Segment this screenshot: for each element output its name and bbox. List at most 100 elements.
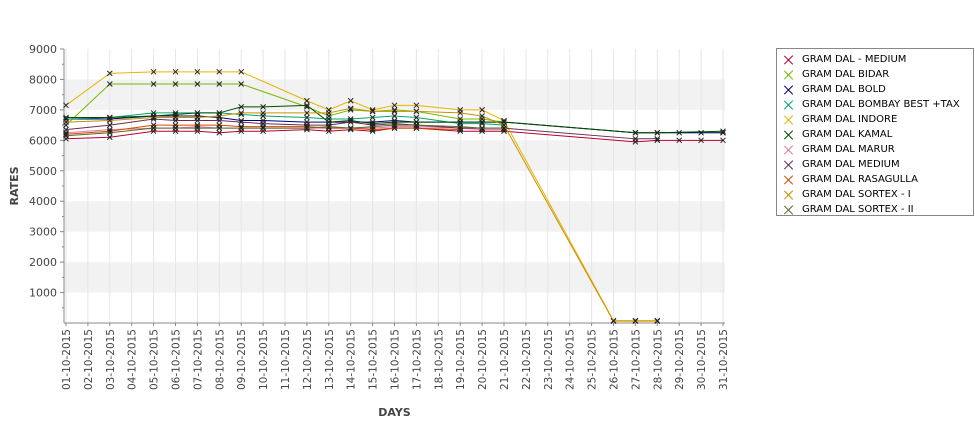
x-tick-label: 02-10-2015 bbox=[83, 329, 95, 390]
data-point bbox=[238, 68, 245, 75]
data-point bbox=[369, 114, 376, 121]
data-point bbox=[479, 119, 485, 125]
legend-marker-icon bbox=[783, 54, 795, 66]
data-point bbox=[106, 122, 113, 128]
legend-item: GRAM DAL BIDAR bbox=[777, 67, 973, 82]
legend-label: GRAM DAL INDORE bbox=[802, 114, 898, 125]
y-tick-label: 6000 bbox=[29, 134, 57, 147]
data-point bbox=[194, 125, 201, 132]
x-tick-label: 18-10-2015 bbox=[433, 329, 445, 390]
data-point bbox=[106, 129, 113, 136]
y-tick-label: 1000 bbox=[29, 287, 57, 300]
series-gram-dal-sortex-ii bbox=[63, 122, 507, 139]
data-point bbox=[172, 125, 179, 132]
x-tick-label: 20-10-2015 bbox=[477, 329, 489, 390]
data-point bbox=[106, 117, 113, 124]
legend-marker-icon bbox=[783, 204, 795, 216]
legend-item: GRAM DAL RASAGULLA bbox=[777, 172, 973, 187]
data-point bbox=[413, 114, 420, 121]
data-point bbox=[479, 113, 485, 119]
data-point bbox=[391, 107, 398, 113]
legend-item: GRAM DAL SORTEX - II bbox=[777, 202, 973, 217]
data-point bbox=[698, 137, 704, 144]
legend-marker-icon bbox=[783, 69, 795, 81]
x-tick-label: 07-10-2015 bbox=[192, 329, 204, 390]
x-tick-label: 21-10-2015 bbox=[499, 329, 511, 390]
data-point bbox=[238, 110, 245, 116]
data-point bbox=[501, 125, 507, 132]
x-tick-label: 28-10-2015 bbox=[652, 329, 664, 390]
data-point bbox=[391, 113, 398, 119]
data-point bbox=[150, 81, 157, 87]
series-line bbox=[66, 104, 724, 134]
data-point bbox=[413, 108, 420, 115]
legend-marker-icon bbox=[783, 189, 795, 201]
data-point bbox=[238, 103, 245, 110]
series-line bbox=[65, 107, 658, 322]
legend-label: GRAM DAL SORTEX - I bbox=[802, 189, 911, 200]
x-tick-label: 30-10-2015 bbox=[696, 329, 708, 390]
legend-item: GRAM DAL INDORE bbox=[777, 112, 973, 127]
data-point bbox=[216, 113, 223, 119]
data-point bbox=[150, 68, 157, 75]
x-tick-label: 04-10-2015 bbox=[127, 329, 139, 390]
data-point bbox=[479, 125, 485, 132]
data-point bbox=[194, 81, 201, 87]
y-tick-label: 8000 bbox=[29, 73, 57, 86]
x-tick-label: 08-10-2015 bbox=[214, 329, 226, 390]
legend-item: GRAM DAL - MEDIUM bbox=[777, 52, 973, 67]
data-point bbox=[216, 81, 223, 87]
y-tick-label: 4000 bbox=[29, 195, 57, 208]
data-point bbox=[194, 110, 201, 116]
data-point bbox=[63, 102, 69, 109]
legend-item: GRAM DAL BOLD bbox=[777, 82, 973, 97]
y-tick-label: 9000 bbox=[29, 43, 57, 56]
data-point bbox=[369, 123, 376, 130]
data-point bbox=[457, 119, 464, 125]
data-point bbox=[676, 137, 683, 144]
data-point bbox=[325, 123, 332, 130]
x-tick-label: 16-10-2015 bbox=[390, 329, 402, 390]
legend-label: GRAM DAL RASAGULLA bbox=[802, 174, 918, 185]
y-tick-label: 3000 bbox=[29, 226, 57, 239]
legend-item: GRAM DAL SORTEX - I bbox=[777, 187, 973, 202]
data-point bbox=[238, 81, 245, 87]
legend-label: GRAM DAL SORTEX - II bbox=[802, 204, 914, 215]
legend-item: GRAM DAL MEDIUM bbox=[777, 157, 973, 172]
data-point bbox=[106, 81, 113, 87]
legend-marker-icon bbox=[783, 84, 795, 96]
data-point bbox=[369, 108, 376, 115]
series-line bbox=[65, 127, 723, 143]
x-tick-label: 09-10-2015 bbox=[236, 329, 248, 390]
data-point bbox=[632, 135, 639, 142]
data-point bbox=[63, 126, 69, 133]
x-tick-label: 29-10-2015 bbox=[674, 329, 686, 390]
x-tick-label: 23-10-2015 bbox=[543, 329, 555, 390]
x-tick-label: 15-10-2015 bbox=[368, 329, 380, 390]
data-point bbox=[632, 129, 639, 136]
data-point bbox=[194, 114, 201, 121]
legend-label: GRAM DAL BIDAR bbox=[802, 69, 890, 80]
x-tick-label: 03-10-2015 bbox=[105, 329, 117, 390]
data-point bbox=[654, 135, 661, 142]
data-point bbox=[720, 128, 726, 135]
legend-item: GRAM DAL BOMBAY BEST +TAX bbox=[777, 97, 973, 112]
legend-marker-icon bbox=[783, 159, 795, 171]
legend-marker-icon bbox=[783, 99, 795, 111]
data-point bbox=[194, 68, 201, 75]
data-point bbox=[172, 81, 179, 87]
x-axis-title: DAYS bbox=[378, 406, 411, 419]
data-point bbox=[63, 132, 69, 139]
data-point bbox=[238, 125, 245, 132]
y-tick-label: 7000 bbox=[29, 104, 57, 117]
x-tick-label: 05-10-2015 bbox=[149, 329, 161, 390]
x-tick-label: 25-10-2015 bbox=[587, 329, 599, 390]
data-point bbox=[347, 125, 354, 132]
x-tick-label: 12-10-2015 bbox=[302, 329, 314, 390]
data-point bbox=[413, 122, 420, 128]
data-point bbox=[150, 125, 157, 132]
data-point bbox=[216, 68, 223, 75]
x-tick-label: 26-10-2015 bbox=[609, 329, 621, 390]
y-axis-title: RATES bbox=[8, 166, 21, 205]
data-point bbox=[457, 123, 464, 130]
